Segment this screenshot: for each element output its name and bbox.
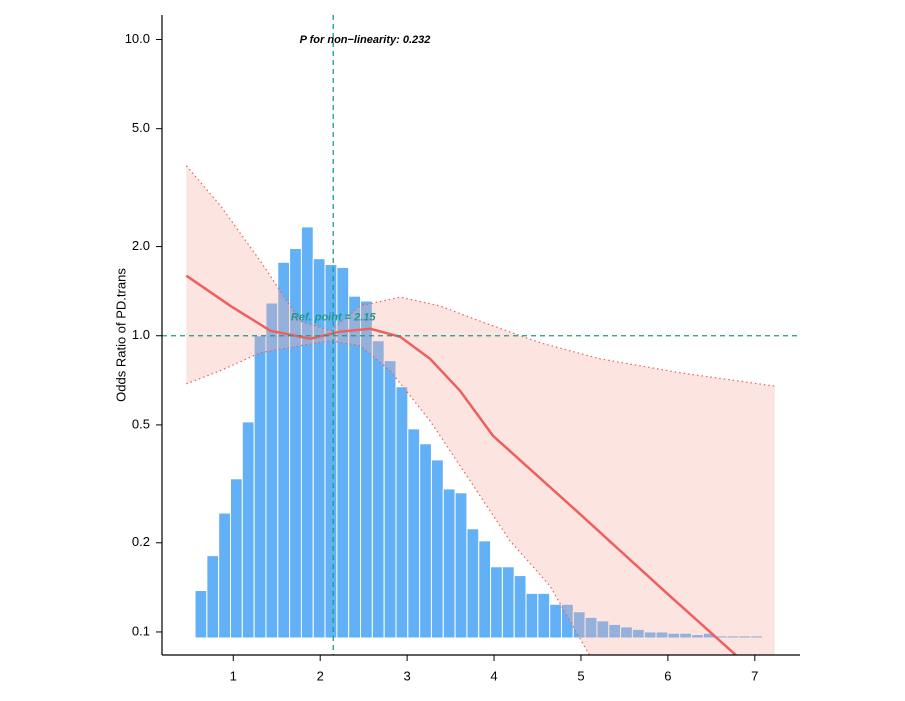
y-tick-label: 2.0 [132, 238, 150, 253]
reference-label: Ref. point = 2.15 [291, 312, 377, 324]
histogram-bar [466, 528, 480, 639]
histogram-bar [371, 340, 385, 639]
y-tick-label: 0.1 [132, 623, 150, 638]
y-tick-label: 10.0 [125, 31, 150, 46]
lower-bound [186, 340, 591, 655]
histogram-bar [549, 603, 562, 639]
histogram-bar [253, 335, 267, 639]
y-tick-label: 0.5 [132, 416, 150, 431]
x-tick-label: 7 [751, 668, 758, 683]
histogram-bar [478, 540, 492, 639]
x-tick-label: 4 [490, 668, 497, 683]
histogram-bar [501, 566, 515, 639]
histogram-bar [419, 443, 432, 639]
histogram-bar [265, 302, 279, 639]
spline-curve [185, 274, 738, 655]
histogram-bar [430, 459, 444, 639]
histogram-bar [218, 512, 231, 639]
histogram-bar [513, 575, 527, 639]
x-tick-label: 1 [230, 668, 237, 683]
x-tick-label: 6 [664, 668, 671, 683]
y-axis-label: Odds Ratio of PD.trans [113, 268, 128, 402]
histogram-bar [383, 360, 397, 639]
histogram-bar [442, 488, 456, 639]
histogram-bar [454, 492, 468, 639]
histogram-bar [241, 421, 255, 639]
y-tick-label: 5.0 [132, 120, 150, 135]
histogram-bar [194, 590, 208, 639]
histogram-bar [206, 555, 220, 639]
histogram-bar [348, 295, 362, 639]
x-tick-label: 3 [403, 668, 410, 683]
histogram-bar [395, 386, 409, 639]
y-tick-label: 0.2 [132, 534, 150, 549]
histogram-bar [300, 226, 314, 639]
upper-bound [185, 165, 775, 387]
confidence-band [186, 165, 775, 655]
plot-area [162, 15, 800, 655]
y-tick-label: 1.0 [132, 327, 150, 342]
x-tick-label: 2 [317, 668, 324, 683]
histogram-bar [490, 566, 503, 639]
x-tick-label: 5 [577, 668, 584, 683]
histogram-bar [750, 635, 763, 639]
histogram-bar [407, 428, 421, 639]
histogram-bar [525, 592, 539, 639]
annotation: P for non−linearity: 0.232 [300, 34, 431, 46]
histogram-bar [229, 478, 243, 639]
histogram-bar [537, 592, 551, 639]
